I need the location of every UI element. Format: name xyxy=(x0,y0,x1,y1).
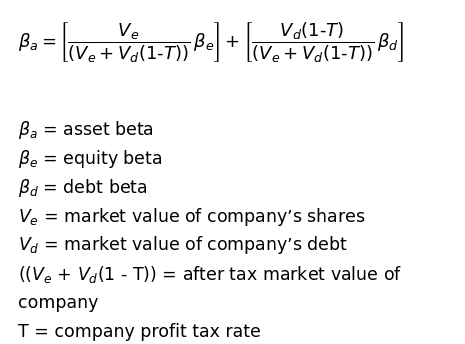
Text: $V_e$ = market value of company’s shares: $V_e$ = market value of company’s shares xyxy=(18,206,366,227)
Text: company: company xyxy=(18,294,99,312)
Text: (($V_e$ + $V_d$(1 - T)) = after tax market value of: (($V_e$ + $V_d$(1 - T)) = after tax mark… xyxy=(18,264,402,284)
Text: $V_d$ = market value of company’s debt: $V_d$ = market value of company’s debt xyxy=(18,234,348,256)
Text: $\beta_a = \left[\dfrac{V_e}{(V_e+V_d(1\text{-}T))}\,\beta_e\right]+\left[\dfrac: $\beta_a = \left[\dfrac{V_e}{(V_e+V_d(1\… xyxy=(18,20,404,64)
Text: $\beta_d$ = debt beta: $\beta_d$ = debt beta xyxy=(18,177,148,199)
Text: $\beta_a$ = asset beta: $\beta_a$ = asset beta xyxy=(18,119,154,141)
Text: T = company profit tax rate: T = company profit tax rate xyxy=(18,323,261,341)
Text: $\beta_e$ = equity beta: $\beta_e$ = equity beta xyxy=(18,148,163,170)
